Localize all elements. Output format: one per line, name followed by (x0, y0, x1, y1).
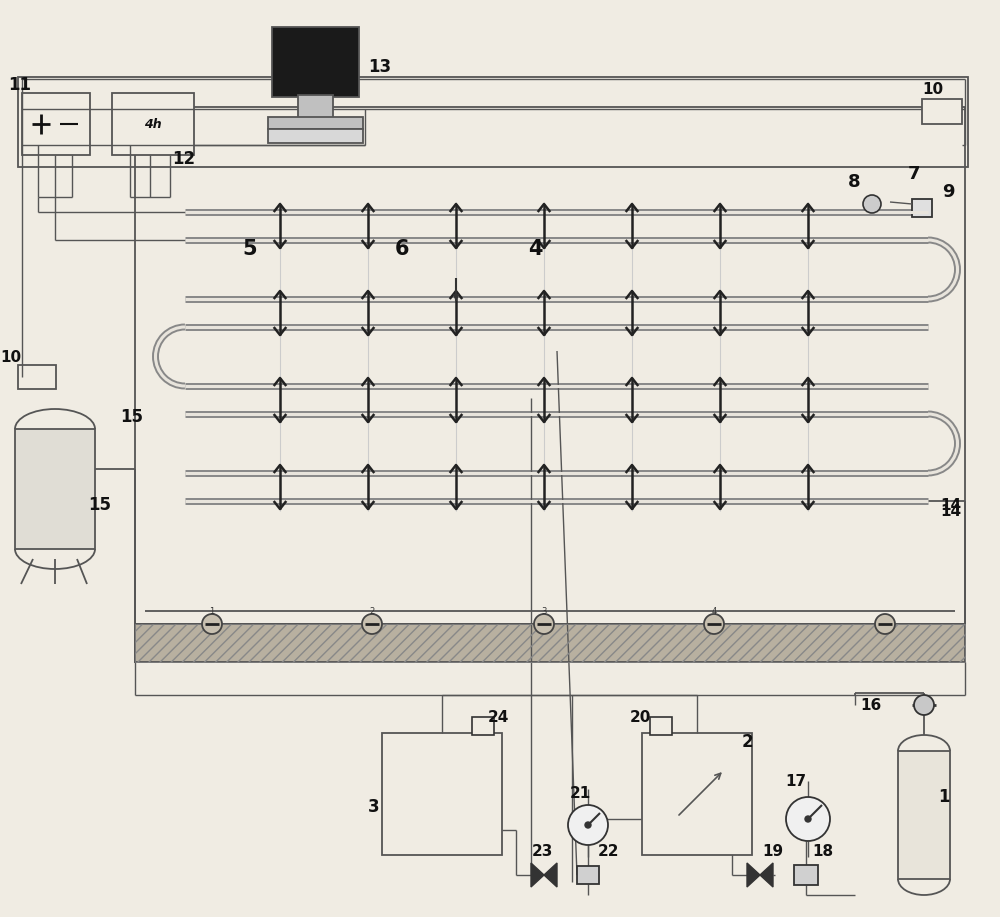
Circle shape (202, 614, 222, 634)
Text: 14: 14 (940, 503, 961, 518)
Bar (272, 27, 359, 97)
Circle shape (704, 614, 724, 634)
Circle shape (585, 822, 591, 828)
Circle shape (875, 614, 895, 634)
Text: 1: 1 (938, 788, 950, 806)
Text: 4: 4 (711, 606, 717, 615)
Text: 2: 2 (369, 606, 375, 615)
Text: 11: 11 (8, 76, 31, 94)
Text: 14: 14 (940, 498, 961, 513)
Bar (650, 717, 672, 735)
Polygon shape (544, 863, 557, 887)
Text: 24: 24 (488, 710, 509, 724)
Bar (794, 865, 818, 885)
Text: 6: 6 (395, 239, 410, 259)
Text: 5: 5 (242, 239, 257, 259)
Text: 15: 15 (120, 408, 143, 426)
Bar (577, 866, 599, 884)
Bar (135, 624, 965, 662)
Text: 20: 20 (630, 710, 651, 724)
Text: 3: 3 (541, 606, 547, 615)
Circle shape (914, 695, 934, 715)
Text: 4h: 4h (144, 117, 162, 130)
Text: 18: 18 (812, 845, 833, 859)
Polygon shape (760, 863, 773, 887)
Text: 17: 17 (785, 775, 806, 790)
Polygon shape (531, 863, 544, 887)
Text: 16: 16 (860, 698, 881, 713)
Bar (912, 199, 932, 217)
Text: 10: 10 (0, 349, 21, 364)
Text: 19: 19 (762, 845, 783, 859)
Bar (112, 93, 194, 155)
Bar (135, 624, 965, 662)
Text: 15: 15 (88, 496, 111, 514)
Text: 3: 3 (368, 798, 380, 816)
Text: 23: 23 (532, 845, 553, 859)
Bar (642, 733, 752, 855)
Text: 13: 13 (368, 58, 391, 76)
Text: 8: 8 (848, 173, 861, 191)
Circle shape (534, 614, 554, 634)
Bar (268, 129, 363, 143)
Bar (922, 99, 962, 124)
Bar (22, 93, 90, 155)
Bar (15, 429, 95, 549)
Polygon shape (747, 863, 760, 887)
Bar (18, 77, 968, 167)
Bar (898, 751, 950, 879)
Bar (18, 365, 56, 389)
Text: 2: 2 (742, 733, 754, 751)
Text: 22: 22 (598, 845, 620, 859)
Text: 4: 4 (528, 239, 542, 259)
Text: 12: 12 (172, 150, 195, 168)
Text: 9: 9 (942, 183, 954, 201)
Text: 21: 21 (570, 786, 591, 801)
Bar (472, 717, 494, 735)
Bar (268, 117, 363, 129)
Circle shape (805, 816, 811, 822)
Circle shape (863, 195, 881, 213)
Text: 1: 1 (209, 606, 215, 615)
Circle shape (362, 614, 382, 634)
Bar (382, 733, 502, 855)
Bar (135, 107, 965, 662)
Circle shape (568, 805, 608, 845)
Bar (298, 95, 333, 119)
Circle shape (786, 797, 830, 841)
Text: 10: 10 (922, 82, 943, 96)
Text: 7: 7 (908, 165, 920, 183)
